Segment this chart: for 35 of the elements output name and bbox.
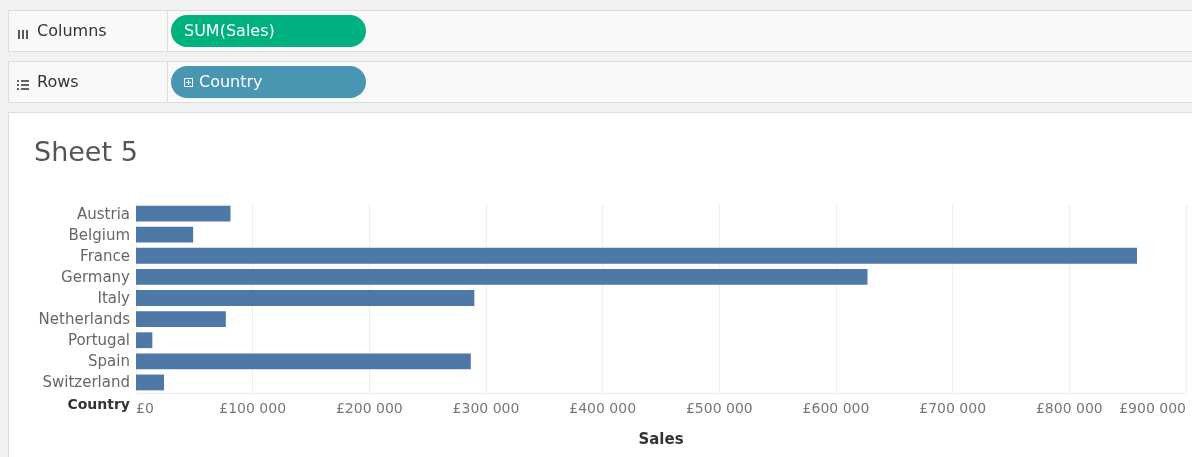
x-tick-label: £500 000	[685, 400, 753, 416]
x-tick-label: £0	[136, 400, 154, 416]
text: SUM(Sales)	[184, 21, 275, 40]
bar	[136, 374, 164, 391]
bar	[136, 247, 1137, 264]
x-tick-label: £600 000	[802, 400, 870, 416]
x-tick-label: £700 000	[919, 400, 987, 416]
x-tick-label: £100 000	[219, 400, 287, 416]
y-tick-label: France	[80, 246, 130, 265]
x-tick-label: £800 000	[1035, 400, 1103, 416]
chart-title: Sheet 5	[34, 136, 138, 167]
text: Rows	[37, 72, 79, 91]
y-tick-label: Austria	[77, 204, 130, 223]
bar	[136, 205, 231, 222]
x-axis-title: Sales	[638, 429, 684, 448]
bar	[136, 311, 226, 328]
y-tick-label: Spain	[88, 352, 130, 371]
y-tick-label: Belgium	[68, 225, 130, 244]
x-tick-label: £400 000	[569, 400, 637, 416]
y-tick-label: Portugal	[67, 331, 130, 350]
x-tick-label: £200 000	[335, 400, 403, 416]
bar	[136, 332, 153, 349]
bar	[136, 353, 471, 370]
y-tick-label: Germany	[61, 267, 131, 286]
bar	[136, 268, 868, 285]
x-tick-label: £300 000	[452, 400, 520, 416]
y-tick-label: Italy	[97, 289, 131, 307]
bar	[136, 226, 194, 243]
y-axis-title: Country	[67, 396, 130, 412]
y-tick-label: Switzerland	[42, 373, 130, 392]
y-tick-label: Netherlands	[38, 310, 131, 329]
bar	[136, 290, 475, 306]
text: Country	[199, 72, 263, 91]
x-tick-label: £900 000	[1119, 400, 1186, 416]
text: Columns	[37, 21, 107, 40]
